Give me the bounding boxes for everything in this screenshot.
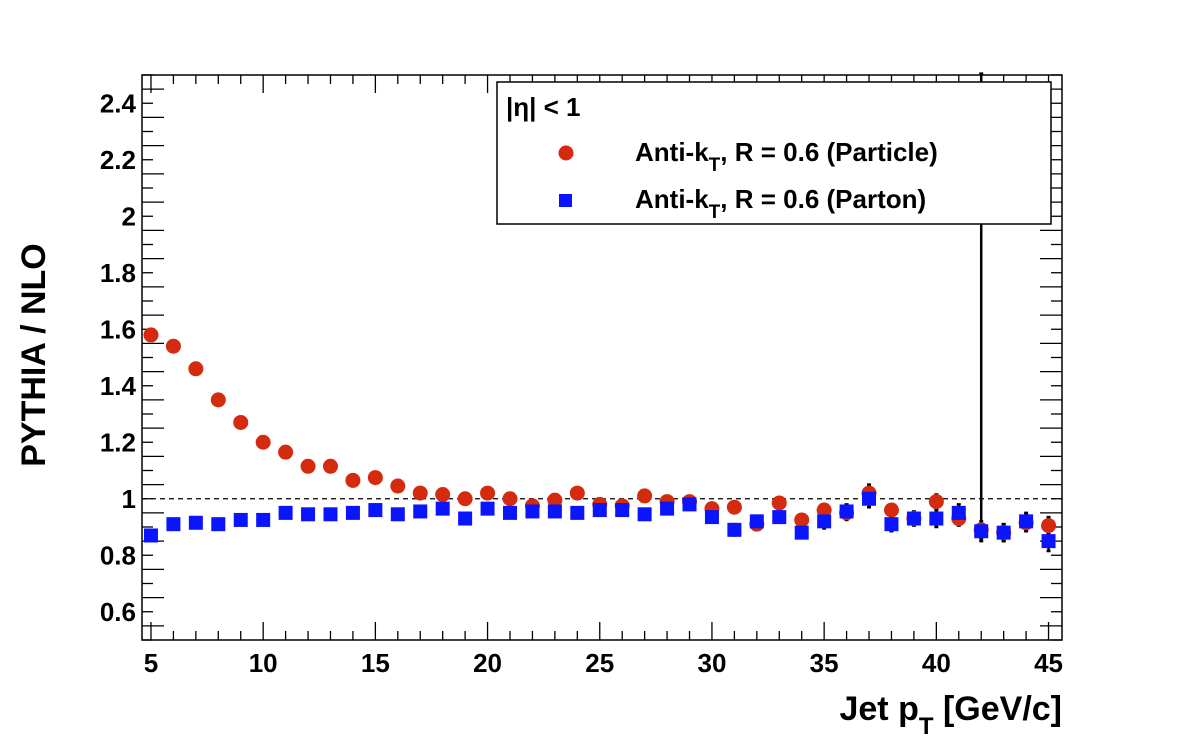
particle-point	[883, 502, 899, 518]
particle-point	[390, 478, 406, 494]
parton-point	[817, 514, 832, 529]
y-tick-label: 1.6	[100, 314, 136, 344]
particle-point	[345, 472, 361, 488]
particle-point	[278, 444, 294, 460]
particle-point	[412, 485, 428, 501]
y-tick-label: 2.2	[100, 145, 136, 175]
parton-point	[615, 503, 630, 518]
parton-point	[682, 497, 697, 512]
parton-point	[727, 522, 742, 537]
x-tick-label: 45	[1034, 648, 1063, 678]
legend-box	[496, 81, 1052, 225]
particle-point	[233, 414, 249, 430]
x-tick-label: 10	[249, 648, 278, 678]
parton-point	[503, 505, 517, 520]
parton-point	[951, 505, 966, 520]
data-points	[143, 327, 1057, 549]
parton-point	[929, 511, 944, 526]
legend-marker-particle	[558, 145, 574, 161]
legend-entry-particle: Anti-kT, R = 0.6 (Particle)	[635, 137, 938, 176]
parton-point	[592, 503, 607, 518]
particle-point	[547, 492, 563, 508]
legend-header: |η| < 1	[506, 92, 581, 122]
particle-point	[480, 485, 496, 501]
x-tick-label: 20	[473, 648, 502, 678]
particle-point	[726, 499, 742, 515]
y-tick-label: 2	[122, 201, 136, 231]
y-tick-label: 1.4	[100, 371, 137, 401]
y-axis-title: PYTHIA / NLO	[15, 243, 53, 467]
parton-point	[1041, 534, 1056, 549]
parton-point	[211, 517, 226, 532]
particle-point	[502, 491, 518, 507]
parton-point	[143, 528, 158, 543]
parton-point	[368, 503, 383, 518]
parton-point	[345, 505, 360, 520]
y-tick-label: 0.8	[100, 540, 136, 570]
parton-point	[435, 501, 450, 516]
particle-point	[794, 512, 810, 528]
parton-point	[884, 517, 899, 532]
parton-point	[906, 511, 921, 526]
parton-point	[233, 512, 248, 527]
parton-point	[547, 504, 562, 519]
parton-point	[166, 517, 181, 532]
legend-marker-parton	[559, 194, 572, 207]
parton-point	[704, 510, 719, 525]
x-tick-label: 35	[810, 648, 839, 678]
x-tick-label: 25	[585, 648, 614, 678]
particle-point	[367, 470, 383, 486]
parton-point	[862, 491, 877, 506]
parton-point	[1019, 514, 1034, 529]
legend: |η| < 1 Anti-kT, R = 0.6 (Particle) Anti…	[496, 81, 1052, 225]
particle-point	[457, 491, 473, 507]
parton-point	[570, 505, 585, 520]
particle-point	[928, 494, 944, 510]
legend-entry-parton: Anti-kT, R = 0.6 (Parton)	[635, 184, 926, 223]
particle-point	[300, 458, 316, 474]
particle-point	[435, 487, 451, 503]
parton-point	[390, 507, 405, 522]
parton-point	[323, 507, 338, 522]
y-tick-label: 0.6	[100, 597, 136, 627]
parton-point	[794, 525, 809, 540]
x-tick-label: 5	[144, 648, 158, 678]
y-tick-label: 1.2	[100, 427, 136, 457]
parton-point	[480, 501, 495, 516]
parton-point	[772, 510, 787, 525]
particle-point	[210, 392, 226, 408]
parton-point	[458, 511, 473, 526]
parton-point	[413, 504, 428, 519]
parton-point	[749, 514, 764, 529]
x-tick-label: 15	[361, 648, 390, 678]
particle-point	[165, 338, 181, 354]
parton-point	[278, 505, 293, 520]
y-tick-label: 1.8	[100, 258, 136, 288]
parton-point	[660, 501, 675, 516]
x-axis-title: Jet pT [GeV/c]	[839, 690, 1062, 740]
parton-point	[996, 525, 1011, 540]
y-tick-label: 2.4	[100, 88, 137, 118]
particle-point	[771, 495, 787, 511]
particle-point	[188, 361, 204, 377]
particle-point	[143, 327, 159, 343]
parton-point	[637, 507, 652, 522]
parton-point	[839, 504, 854, 519]
particle-point	[322, 458, 338, 474]
particle-point	[255, 434, 271, 450]
parton-point	[301, 507, 316, 522]
parton-point	[256, 512, 271, 527]
y-tick-label: 1	[122, 484, 136, 514]
particle-point	[1041, 518, 1057, 534]
particle-point	[569, 485, 585, 501]
parton-point	[974, 524, 989, 539]
parton-point	[188, 515, 203, 530]
particle-point	[637, 488, 653, 504]
x-tick-label: 30	[697, 648, 726, 678]
x-tick-label: 40	[922, 648, 951, 678]
parton-point	[525, 504, 540, 519]
particle-point	[816, 502, 832, 518]
